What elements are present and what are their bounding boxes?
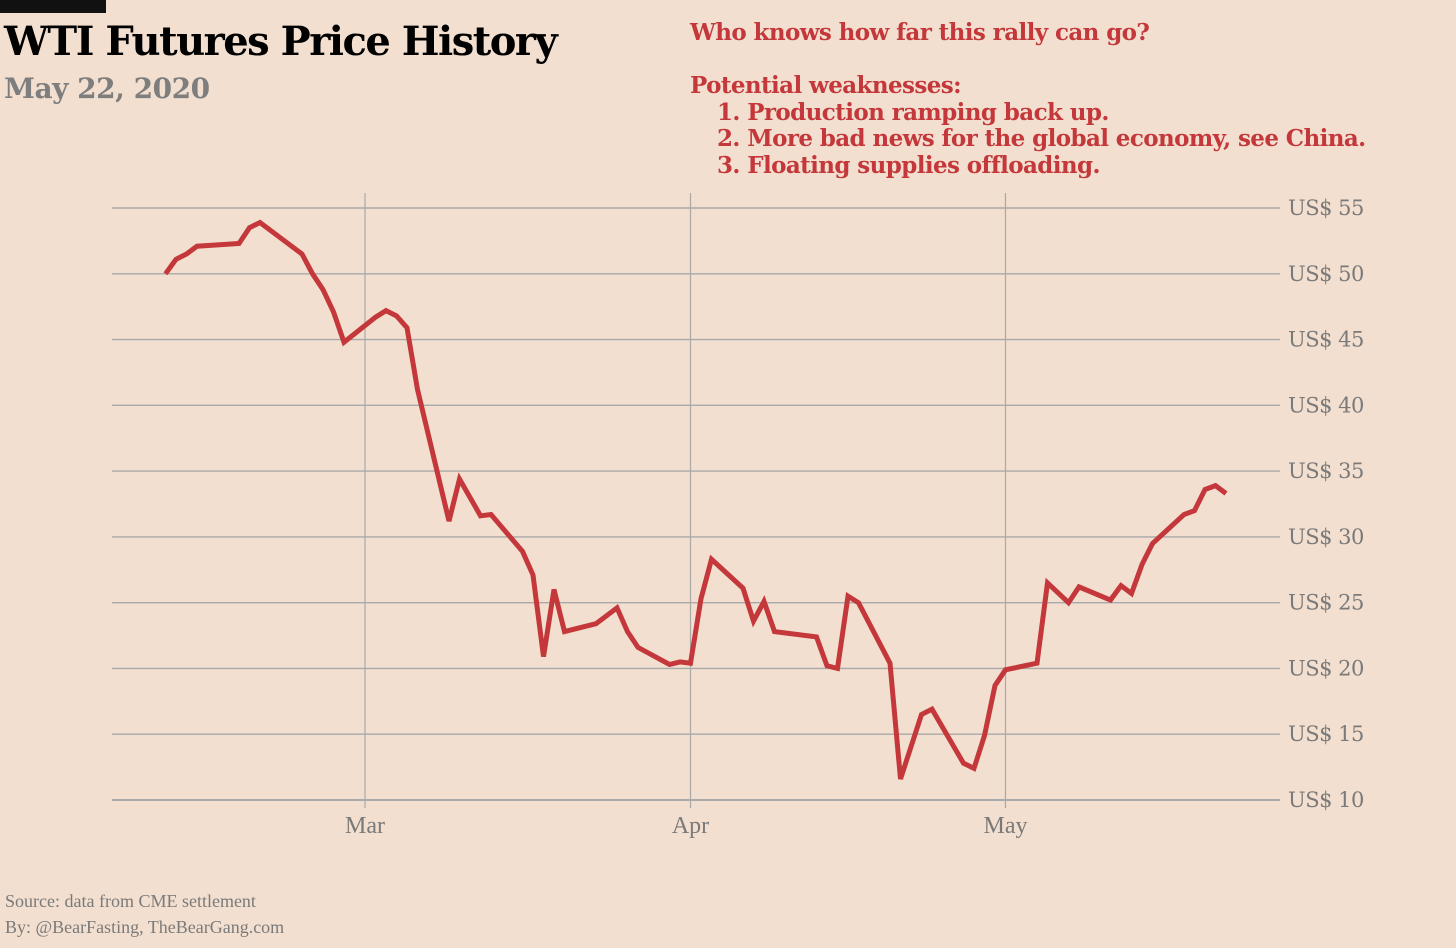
x-tick-label: May <box>984 813 1028 839</box>
y-axis-labels: US$ 55 US$ 50 US$ 45 US$ 40 US$ 35 US$ 30 US$ … <box>1288 196 1364 812</box>
annotation-box: Who knows how far this rally can go? Pot… <box>690 19 1366 179</box>
annotation-headline: Who knows how far this rally can go? <box>690 19 1150 46</box>
y-tick-label: US$ 45 <box>1288 328 1364 352</box>
y-tick-label: US$ 15 <box>1288 722 1364 746</box>
y-tick-label: US$ 20 <box>1288 656 1364 680</box>
annotation-item: 3. Floating supplies offloading. <box>717 151 1101 179</box>
top-accent-bar <box>0 0 106 13</box>
annotation-item: 1. Production ramping back up. <box>717 98 1109 126</box>
y-gridlines <box>112 207 1280 801</box>
y-tick-label: US$ 25 <box>1288 591 1364 615</box>
chart-date: May 22, 2020 <box>4 72 210 105</box>
byline: By: @BearFasting, TheBearGang.com <box>5 917 285 937</box>
chart-title: WTI Futures Price History <box>4 18 558 65</box>
source-note: Source: data from CME settlement <box>5 891 256 911</box>
x-gridlines <box>364 193 1007 808</box>
y-tick-label: US$ 10 <box>1288 788 1364 812</box>
y-tick-label: US$ 35 <box>1288 459 1364 483</box>
series-group <box>163 219 1228 780</box>
y-tick-label: US$ 30 <box>1288 525 1364 549</box>
y-tick-label: US$ 40 <box>1288 393 1364 417</box>
y-tick-label: US$ 55 <box>1288 196 1364 220</box>
x-tick-label: Apr <box>672 813 709 839</box>
x-axis-labels: Mar Apr May <box>345 813 1027 839</box>
price-line <box>163 219 1228 780</box>
annotation-weaknesses-label: Potential weaknesses: <box>690 72 962 99</box>
x-tick-label: Mar <box>345 813 385 839</box>
y-tick-label: US$ 50 <box>1288 262 1364 286</box>
annotation-item: 2. More bad news for the global economy,… <box>717 125 1366 152</box>
